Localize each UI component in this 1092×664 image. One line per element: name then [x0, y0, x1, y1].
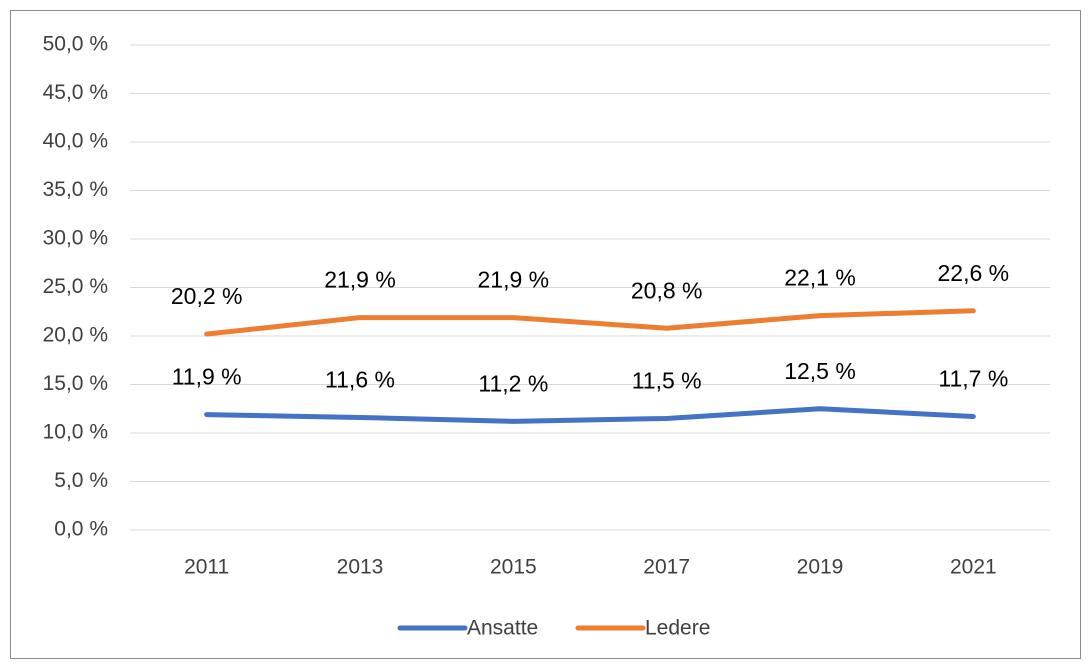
data-label: 11,5 % — [632, 368, 702, 394]
data-label: 22,6 % — [938, 260, 1010, 286]
series-line — [204, 406, 976, 424]
series-line — [204, 308, 976, 337]
x-tick-label: 2019 — [797, 556, 844, 579]
y-tick-label: 45,0 % — [43, 81, 108, 104]
y-tick-label: 0,0 % — [54, 518, 108, 541]
legend-label: Ansatte — [467, 617, 538, 640]
data-label: 21,9 % — [324, 267, 396, 293]
x-tick-label: 2015 — [490, 556, 537, 579]
y-tick-label: 30,0 % — [43, 227, 108, 250]
x-tick-label: 2013 — [337, 556, 384, 579]
data-label: 22,1 % — [784, 265, 856, 291]
x-tick-label: 2011 — [184, 556, 229, 579]
y-tick-label: 50,0 % — [43, 33, 108, 56]
y-tick-label: 10,0 % — [43, 421, 108, 444]
data-label: 11,2 % — [478, 370, 548, 396]
x-tick-label: 2021 — [950, 556, 997, 579]
legend-label: Ledere — [645, 617, 710, 640]
data-label: 11,6 % — [325, 367, 395, 393]
y-tick-label: 40,0 % — [43, 130, 108, 153]
data-label: 12,5 % — [784, 358, 856, 384]
chart-border — [10, 10, 1081, 659]
data-label: 21,9 % — [478, 267, 550, 293]
data-label: 20,2 % — [171, 283, 243, 309]
y-tick-label: 15,0 % — [43, 372, 108, 395]
y-tick-label: 5,0 % — [54, 469, 108, 492]
y-tick-label: 25,0 % — [43, 275, 108, 298]
y-tick-label: 35,0 % — [43, 178, 108, 201]
x-tick-label: 2017 — [643, 556, 690, 579]
data-label: 11,7 % — [938, 366, 1008, 392]
y-tick-label: 20,0 % — [43, 324, 108, 347]
data-label: 11,9 % — [172, 364, 242, 390]
data-label: 20,8 % — [631, 277, 703, 303]
